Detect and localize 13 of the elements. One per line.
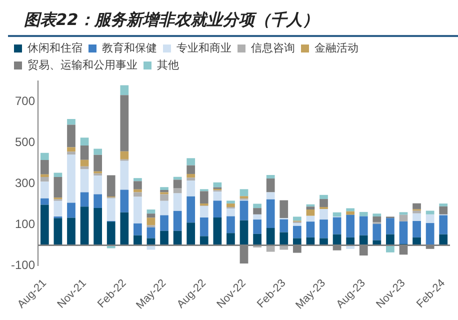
y-tick-label: 300 [14,176,36,190]
legend-label: 贸易、运输和公用事业 [28,58,138,72]
legend-label: 信息咨询 [251,41,295,54]
y-tick-label: -100 [10,258,36,272]
chart-title: 图表22：服务新增非农就业分项（千人） [8,8,458,37]
y-tick-label: 100 [14,216,36,231]
y-tick-label: 500 [14,134,36,149]
legend-label: 休闲和住宿 [28,41,82,54]
legend-label: 其他 [157,58,179,72]
legend-label: 专业和商业 [176,41,232,54]
legend-label: 金融活动 [314,41,358,54]
y-tick-label: 700 [14,94,36,108]
legend-label: 教育和保健 [102,41,157,54]
